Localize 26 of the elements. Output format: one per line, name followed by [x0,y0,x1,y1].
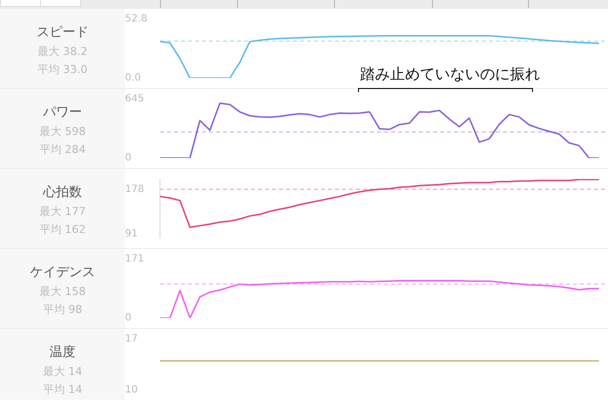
annotation: 踏み止めていないのに振れ [359,65,541,84]
text: 最大 158 [38,284,87,300]
y-tick-label: 17 [125,334,138,345]
y-tick-label: 0 [125,152,132,164]
y-tick-label: 91 [125,228,138,240]
y-tick-label: 645 [125,94,144,105]
y-tick-label: 10 [125,384,138,396]
text: スピード [36,24,90,42]
text: 平均 33.0 [36,62,88,78]
text: 平均 98 [42,302,84,318]
text: 温度 [48,344,76,362]
y-tick-label: 0.0 [125,72,141,84]
text: 最大 177 [38,204,87,220]
text: パワー [42,104,83,122]
y-tick-label: 52.8 [125,14,148,25]
text: 最大 598 [38,124,87,140]
y-tick-label: 178 [125,184,144,195]
text: 最大 14 [42,364,84,380]
text: ケイデンス [29,264,96,282]
text: 平均 14 [42,382,84,398]
y-tick-label: 171 [125,254,144,265]
text: 最大 38.2 [36,44,88,60]
text: 平均 162 [38,222,87,238]
y-tick-label: 0 [125,312,132,324]
text: 平均 284 [38,142,87,158]
text: 心拍数 [42,184,83,202]
